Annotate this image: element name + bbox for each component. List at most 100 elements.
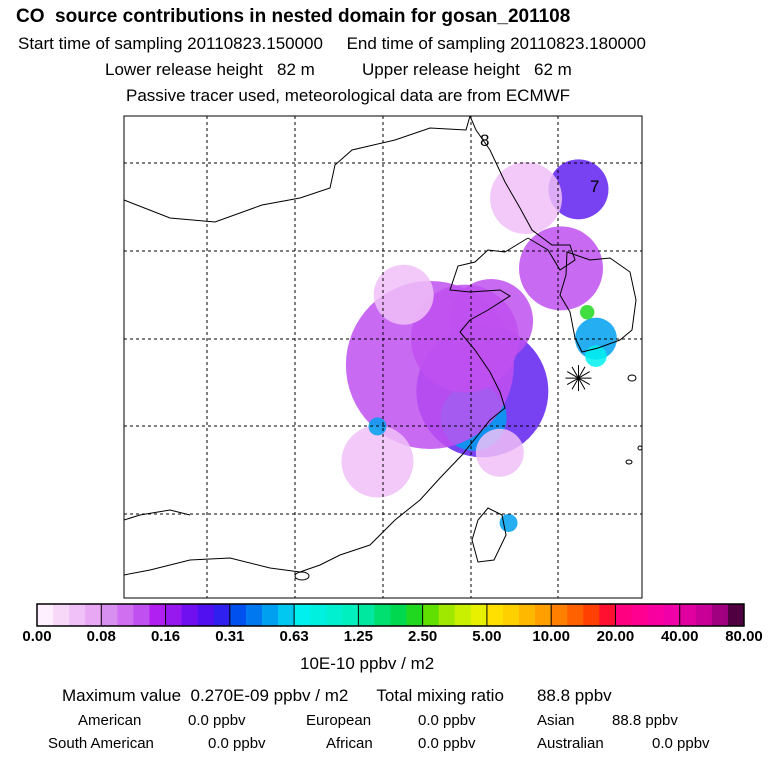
plume-blob <box>373 264 434 325</box>
colorbar-swatch <box>310 604 327 626</box>
contribution-value: 0.0 ppbv <box>418 735 476 752</box>
contribution-value: 0.0 ppbv <box>188 712 246 729</box>
colorbar-tick-label: 10.00 <box>532 628 570 645</box>
colorbar-swatch <box>631 604 649 626</box>
contribution-value: 0.0 ppbv <box>652 735 710 752</box>
colorbar-swatch <box>679 604 697 626</box>
total-mixing-ratio: 88.8 ppbv <box>536 686 612 705</box>
colorbar-swatch <box>85 604 102 626</box>
colorbar-tick-label: 0.16 <box>150 628 181 645</box>
colorbar-swatch <box>615 604 633 626</box>
colorbar-swatch <box>149 604 167 626</box>
grid-lines <box>124 116 642 598</box>
coastline <box>123 509 191 521</box>
colorbar-swatch <box>502 604 520 626</box>
start-value: 20110823.150000 <box>187 34 323 53</box>
star-ray <box>566 371 590 386</box>
colorbar-swatch <box>519 604 536 626</box>
colorbar-swatch <box>101 604 118 626</box>
summary-line: Maximum value 0.270E-09 ppbv / m2 Total … <box>62 686 612 705</box>
colorbar-swatch <box>326 604 343 626</box>
end-value: 20110823.180000 <box>510 34 646 53</box>
map-frame <box>123 115 643 599</box>
coastline <box>559 251 637 353</box>
plume-blob <box>490 162 563 235</box>
coastlines <box>123 115 643 581</box>
plume-blob <box>341 425 414 498</box>
contribution-region: Asian <box>537 712 575 729</box>
coastline <box>123 115 471 223</box>
colorbar-tick-label: 0.63 <box>279 628 309 645</box>
colorbar-swatch <box>37 604 54 626</box>
coastline <box>471 507 507 563</box>
map-label-8: 8 <box>480 131 489 150</box>
colorbar-swatch <box>438 604 456 626</box>
coastline <box>369 331 506 546</box>
colorbar-swatch <box>535 604 552 626</box>
contribution-region: African <box>326 735 373 752</box>
lower-label: Lower release height <box>105 60 263 79</box>
colorbar-swatch <box>342 604 359 626</box>
colorbar-tick-label: 5.00 <box>472 628 502 645</box>
plume-blob <box>580 305 595 320</box>
colorbar-swatch <box>69 604 86 626</box>
chart-title: CO source contributions in nested domain… <box>16 6 571 27</box>
colorbar-swatch <box>245 604 263 626</box>
plume-blob <box>519 226 603 311</box>
coastline <box>123 544 371 576</box>
colorbar-tick-label: 1.25 <box>343 628 373 645</box>
colorbar-swatch <box>213 604 231 626</box>
colorbar-frame <box>36 603 745 627</box>
colorbar-swatch <box>551 604 568 626</box>
colorbar-swatch <box>454 604 472 626</box>
colorbar-swatch <box>165 604 183 626</box>
map-label-7: 7 <box>590 177 599 196</box>
upper-value: 62 m <box>534 60 572 79</box>
colorbar-swatch <box>229 604 247 626</box>
island <box>625 459 633 465</box>
contribution-region: European <box>306 712 372 729</box>
colorbar-swatch <box>711 604 729 626</box>
colorbar-swatch <box>374 604 391 626</box>
contribution-region: South American <box>48 735 154 752</box>
colorbar-tick-label: 2.50 <box>408 628 438 645</box>
colorbar-swatch <box>599 604 616 626</box>
island <box>627 374 637 382</box>
colorbar-swatch <box>278 604 295 626</box>
contribution-value: 88.8 ppbv <box>612 712 678 729</box>
contribution-value: 0.0 ppbv <box>208 735 266 752</box>
colorbar-swatch <box>406 604 424 626</box>
colorbar-swatch <box>470 604 488 626</box>
colorbar-tick-label: 0.08 <box>86 628 116 645</box>
lower-value: 82 m <box>277 60 315 79</box>
colorbar-swatch <box>663 604 681 626</box>
colorbar-swatch <box>294 604 311 626</box>
island <box>294 571 310 581</box>
max-value: 0.270E-09 ppbv / m2 <box>190 686 349 705</box>
coastline <box>449 237 529 333</box>
colorbar-tick-label: 0.00 <box>22 628 52 645</box>
sampling-times: Start time of sampling 20110823.150000 E… <box>18 34 646 54</box>
colorbar-swatch <box>583 604 600 626</box>
colorbar-tick-label: 0.31 <box>215 628 245 645</box>
release-heights: Lower release height 82 m Upper release … <box>105 60 572 80</box>
colorbar-tick-label: 80.00 <box>725 628 763 645</box>
colorbar-swatch <box>197 604 215 626</box>
receptor-marker-icon <box>565 365 592 392</box>
subtitle: Passive tracer used, meteorological data… <box>126 86 571 105</box>
start-label: Start time of sampling <box>18 34 183 53</box>
colorbar-unit: 10E-10 ppbv / m2 <box>300 654 435 673</box>
contribution-value: 0.0 ppbv <box>418 712 476 729</box>
plume-blob <box>585 345 607 367</box>
colorbar-tick-label: 20.00 <box>596 628 635 645</box>
colorbar-swatch <box>727 604 745 626</box>
colorbar-swatch <box>695 604 713 626</box>
colorbar-swatch <box>117 604 134 626</box>
colorbar-swatch <box>358 604 375 626</box>
colorbar-swatch <box>422 604 440 626</box>
colorbar-swatch <box>486 604 504 626</box>
contribution-region: American <box>78 712 142 729</box>
upper-label: Upper release height <box>362 60 520 79</box>
